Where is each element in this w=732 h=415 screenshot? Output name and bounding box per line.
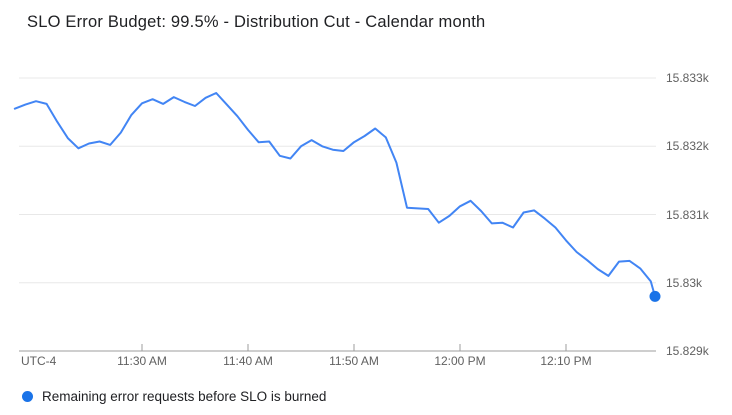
chart-title: SLO Error Budget: 99.5% - Distribution C…: [27, 13, 486, 31]
legend-series-label: Remaining error requests before SLO is b…: [42, 388, 327, 404]
plot-area[interactable]: [0, 0, 732, 380]
series-line: [13, 92, 656, 298]
series-endpoint-dot: [649, 290, 661, 302]
legend-series-dot-icon: [22, 390, 33, 402]
legend-item[interactable]: Remaining error requests before SLO is b…: [22, 387, 326, 405]
